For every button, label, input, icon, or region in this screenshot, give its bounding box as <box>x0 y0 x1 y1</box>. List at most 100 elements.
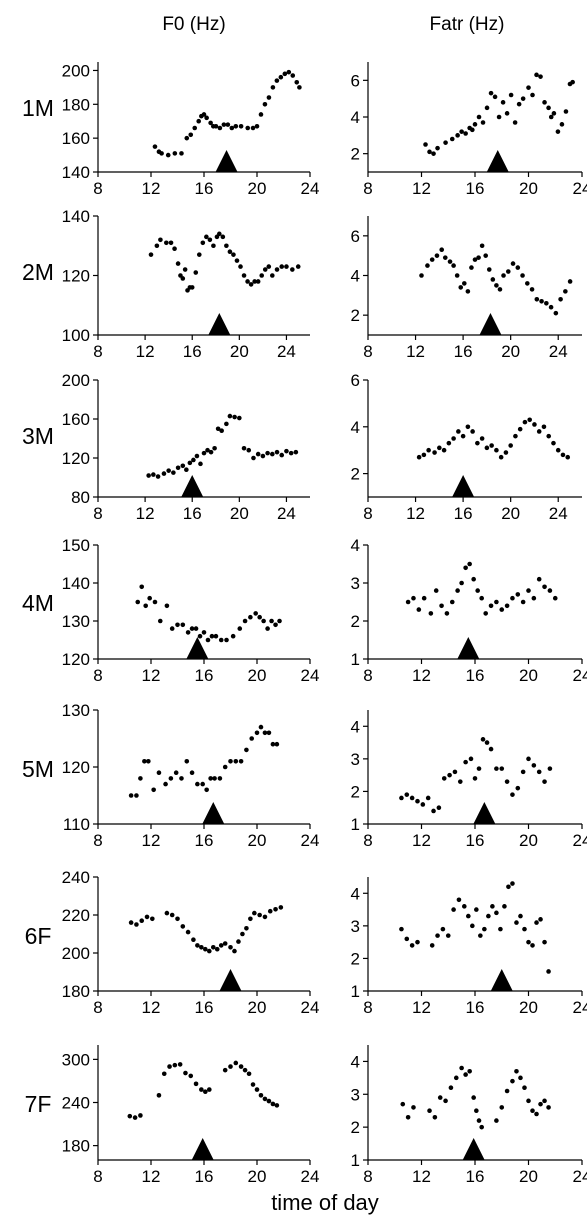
data-point <box>248 916 253 922</box>
data-point <box>229 125 235 131</box>
data-point <box>553 310 559 316</box>
data-point <box>449 136 455 142</box>
data-point <box>187 460 193 466</box>
data-point <box>463 131 468 136</box>
data-point <box>248 282 254 287</box>
x-tick-label: 16 <box>454 504 473 523</box>
y-tick-label: 6 <box>351 71 360 90</box>
data-point <box>224 421 229 427</box>
data-point <box>555 129 561 134</box>
data-point <box>451 263 456 268</box>
data-point <box>228 1064 233 1069</box>
data-point <box>180 924 186 929</box>
data-point <box>497 287 503 292</box>
data-point <box>265 626 270 631</box>
data-point <box>179 776 184 781</box>
data-point <box>151 787 156 793</box>
data-point <box>180 276 186 281</box>
row-label-4m: 4M <box>22 590 54 616</box>
data-point <box>200 240 206 246</box>
y-tick-label: 6 <box>351 227 360 246</box>
data-point <box>476 114 482 120</box>
y-tick-label: 3 <box>351 917 360 936</box>
data-point <box>474 907 479 912</box>
x-tick-label: 8 <box>93 998 102 1017</box>
data-point <box>510 792 515 797</box>
data-point <box>199 1087 204 1092</box>
data-point <box>546 1105 551 1110</box>
data-point <box>488 90 494 96</box>
data-point <box>484 740 490 745</box>
data-point <box>475 440 480 446</box>
data-point <box>551 111 557 116</box>
data-point <box>175 261 181 266</box>
data-point <box>274 741 280 747</box>
data-point <box>221 122 227 127</box>
data-point <box>128 793 134 798</box>
data-point <box>409 795 415 801</box>
data-point <box>262 1096 268 1102</box>
y-tick-label: 180 <box>62 982 90 1001</box>
data-point <box>565 454 571 460</box>
data-point <box>244 926 249 931</box>
data-point <box>185 929 191 935</box>
data-point <box>232 414 237 420</box>
x-tick-label: 12 <box>142 179 161 198</box>
data-point <box>201 112 207 117</box>
data-point <box>253 611 258 616</box>
y-tick-label: 180 <box>62 95 90 114</box>
data-point <box>255 279 261 284</box>
data-point <box>297 85 302 90</box>
data-point <box>437 445 442 451</box>
y-tick-label: 300 <box>62 1050 90 1069</box>
data-point <box>209 633 215 639</box>
data-point <box>258 724 264 730</box>
data-point <box>530 92 535 98</box>
data-point <box>245 279 250 284</box>
data-point <box>530 1108 535 1114</box>
data-point <box>546 433 552 439</box>
data-point <box>250 1082 256 1087</box>
data-point <box>164 910 170 916</box>
data-point <box>164 603 170 609</box>
data-point <box>167 1064 172 1069</box>
row-label-5m: 5M <box>22 756 54 782</box>
data-point <box>284 448 289 454</box>
data-point <box>180 463 186 469</box>
data-point <box>471 576 476 582</box>
data-point <box>459 1065 464 1071</box>
data-point <box>570 79 575 85</box>
data-point <box>156 770 162 775</box>
y-tick-label: 6 <box>351 371 360 390</box>
data-point <box>207 1087 212 1092</box>
data-point <box>155 474 161 479</box>
x-tick-label: 20 <box>248 1167 267 1186</box>
data-point <box>191 937 196 942</box>
data-point <box>489 443 494 448</box>
data-point <box>498 454 504 460</box>
data-point <box>269 618 274 624</box>
data-point <box>204 115 209 121</box>
data-point <box>462 281 467 286</box>
data-point <box>399 795 404 801</box>
panel-4m-f0: 8 12 16 20 24 120 130 140 150 <box>62 536 320 685</box>
data-point <box>448 1085 454 1091</box>
y-tick-label: 240 <box>62 1094 90 1113</box>
data-point <box>567 279 573 284</box>
data-point <box>467 1068 472 1074</box>
data-point <box>246 1071 252 1077</box>
data-point <box>214 946 220 952</box>
data-point <box>479 243 485 249</box>
event-marker-triangle <box>202 802 225 824</box>
data-point <box>404 936 410 942</box>
data-point <box>471 1095 476 1100</box>
data-point <box>522 419 528 425</box>
data-point <box>433 588 439 593</box>
y-tick-label: 2 <box>351 782 360 801</box>
data-point <box>211 243 216 249</box>
data-point <box>128 920 134 925</box>
